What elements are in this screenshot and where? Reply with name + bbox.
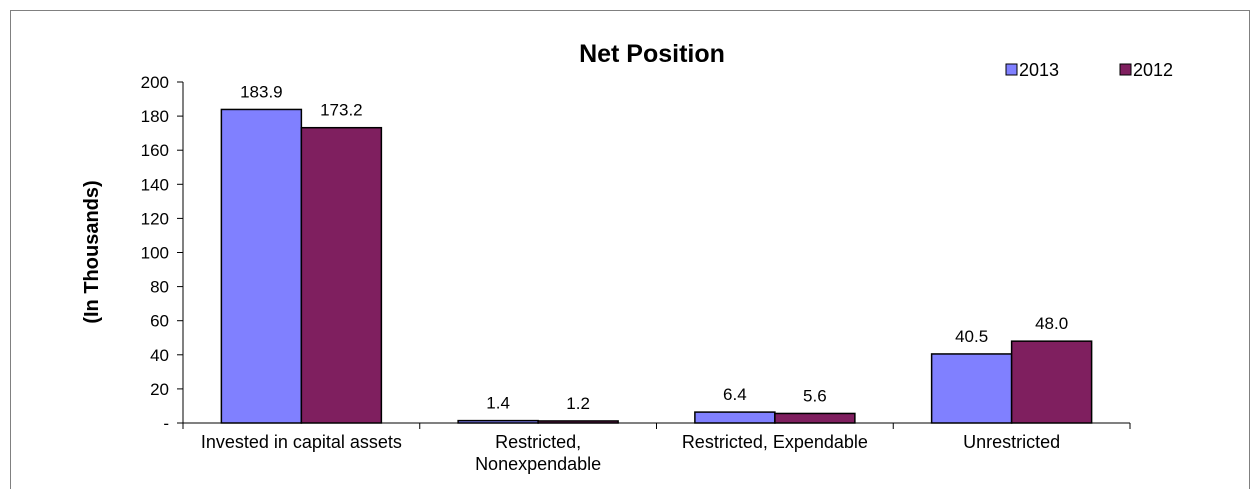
x-category-label: Unrestricted: [963, 432, 1060, 452]
legend-swatch-2012: [1119, 63, 1132, 76]
x-category-label: Restricted, Expendable: [682, 432, 868, 452]
data-label-2013: 40.5: [955, 327, 988, 346]
y-tick-label: 120: [141, 209, 169, 228]
data-label-2013: 6.4: [723, 385, 747, 404]
bar-2012: [1010, 340, 1093, 424]
y-tick-label: 20: [150, 380, 169, 399]
y-tick-label: 40: [150, 346, 169, 365]
y-tick-label: -: [163, 414, 169, 433]
data-label-2012: 5.6: [803, 386, 827, 405]
x-category-label: Invested in capital assets: [201, 432, 402, 452]
y-tick-label: 60: [150, 312, 169, 331]
x-category-label: Nonexpendable: [475, 454, 601, 474]
x-category-label: Restricted,: [495, 432, 581, 452]
legend-swatch-2013: [1005, 63, 1018, 76]
bar-2012: [537, 420, 619, 424]
y-tick-label: 100: [141, 244, 169, 263]
bar-2013: [930, 353, 1013, 424]
bar-2013: [457, 419, 539, 424]
y-tick-label: 200: [141, 73, 169, 92]
data-label-2012: 1.2: [566, 394, 590, 413]
legend-label-2013: 2013: [1019, 60, 1059, 80]
plot-area: - 20 40 60 80 100 120 140 160 180 200 Invested in c…: [141, 73, 1131, 474]
bar-2013: [220, 108, 303, 424]
bar-2012: [774, 412, 856, 424]
chart-title: Net Position: [579, 40, 725, 68]
data-label-2012: 173.2: [320, 101, 363, 120]
y-tick-label: 180: [141, 107, 169, 126]
data-label-2013: 183.9: [240, 82, 283, 101]
y-tick-label: 80: [150, 278, 169, 297]
legend-label-2012: 2012: [1133, 60, 1173, 80]
data-label-2013: 1.4: [486, 394, 510, 413]
bar-2013: [694, 411, 776, 424]
y-axis-label: (In Thousands): [81, 180, 103, 323]
legend: 2013 2012: [1005, 60, 1173, 80]
data-label-2012: 48.0: [1035, 314, 1068, 333]
y-tick-label: 160: [141, 141, 169, 160]
y-tick-label: 140: [141, 175, 169, 194]
bar-2012: [300, 126, 383, 424]
